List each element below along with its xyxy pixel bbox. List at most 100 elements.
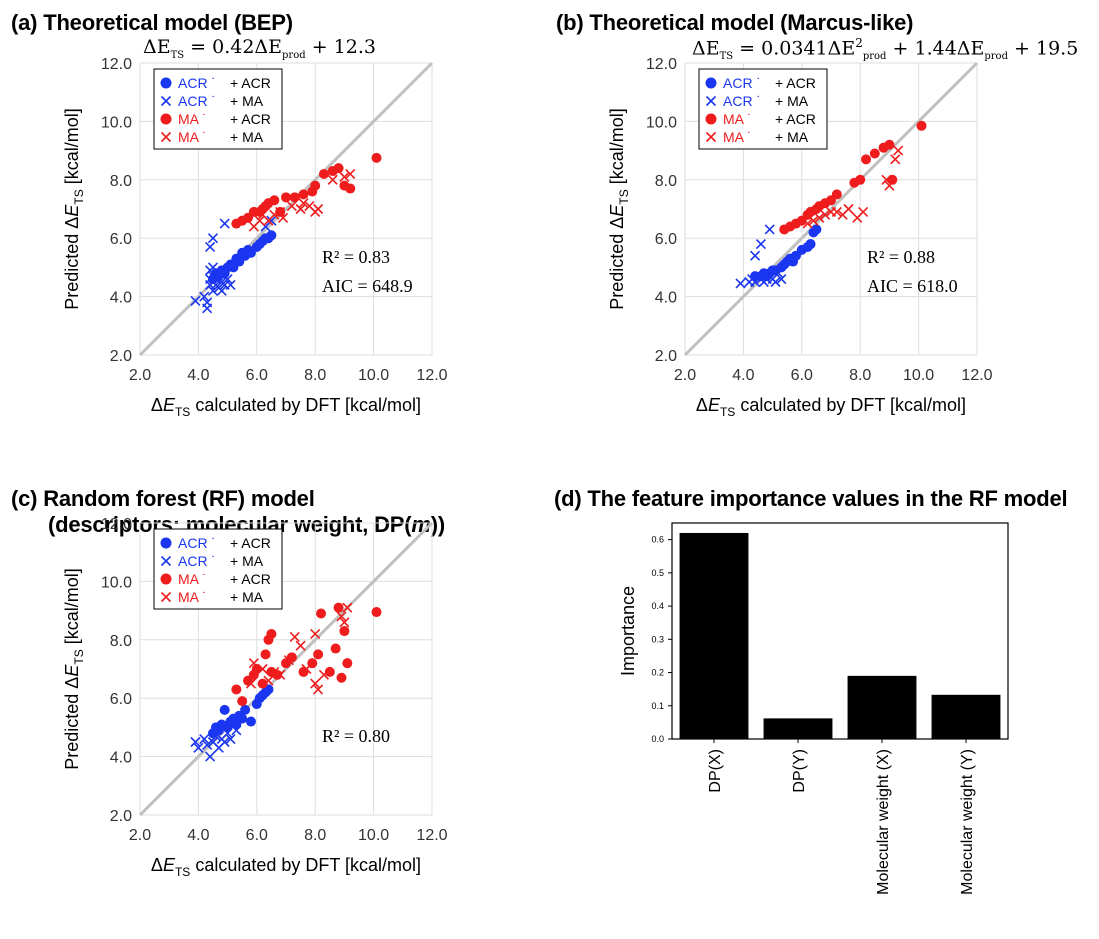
x-category-label: Molecular weight (Y) [959, 749, 976, 895]
x-tick-label: 10.0 [903, 367, 934, 384]
data-point-cross [750, 250, 761, 261]
data-point-circle [219, 704, 230, 715]
y-tick-label: 4.0 [655, 290, 677, 307]
data-point-circle [333, 602, 344, 613]
data-point-circle [869, 148, 880, 159]
data-point-cross [222, 274, 233, 285]
x-category-label: DP(Y) [791, 749, 808, 793]
data-point-cross [814, 212, 825, 223]
data-point-cross [327, 174, 338, 185]
data-point-circle [811, 224, 822, 235]
data-point-cross [295, 640, 306, 651]
data-point-cross [257, 663, 268, 675]
legend-circle-marker [160, 573, 172, 585]
x-tick-label: 6.0 [246, 367, 268, 384]
data-point-cross [339, 171, 350, 182]
data-point-circle [289, 192, 300, 203]
data-point-circle [260, 649, 271, 660]
data-point-cross [301, 663, 312, 675]
legend-cross-marker [705, 131, 717, 143]
legend-monomer-label: + ACR [230, 111, 271, 127]
legend-monomer-label: + MA [775, 129, 809, 145]
y-tick-label: 10.0 [646, 114, 677, 131]
data-point-cross [808, 215, 819, 226]
data-point-cross [216, 285, 227, 296]
data-point-cross [210, 731, 221, 742]
data-point-cross [318, 669, 330, 680]
data-point-circle [231, 684, 242, 695]
y-tick-label: 6.0 [110, 691, 132, 708]
legend-cross-marker [160, 555, 172, 567]
parity-line [683, 61, 979, 357]
legend-radical-label: ACR ˙ [178, 553, 216, 569]
y-tick-label: 2.0 [110, 808, 132, 825]
r-squared-label: R² = 0.80 [322, 726, 390, 746]
data-point-cross [202, 739, 213, 750]
data-point-cross [884, 180, 895, 191]
data-point-circle [831, 189, 842, 200]
data-point-circle [266, 628, 277, 639]
legend-monomer-label: + MA [775, 93, 809, 109]
scatter-chart-c: 2.0 4.0 6.0 8.0 10.0 12.0 2.0 4.0 6.0 8.0 10.0 12.0… [62, 516, 448, 879]
data-point-cross [202, 297, 213, 308]
data-point-cross [770, 276, 781, 288]
data-point-cross [222, 728, 233, 739]
eq-a-rhs: = 0.42ΔE [190, 36, 283, 58]
panel-b-title: (b) Theoretical model (Marcus-like) [556, 10, 914, 35]
eq-b-tail: + 19.5 [1014, 37, 1079, 60]
data-point-cross [310, 678, 321, 689]
legend-cross-marker [705, 95, 717, 107]
equation-a: ΔETS = 0.42ΔEprod + 12.3 [143, 36, 376, 61]
legend-radical-label: ACR ˙ [178, 75, 216, 91]
data-point-circle [237, 713, 248, 724]
data-point-cross [289, 631, 300, 642]
x-category-label: Molecular weight (X) [875, 749, 892, 895]
data-point-cross [199, 734, 210, 745]
data-point-cross [266, 215, 277, 226]
y-tick-label: 4.0 [110, 750, 132, 767]
legend-monomer-label: + MA [230, 589, 264, 605]
data-point-cross [336, 611, 347, 622]
data-point-circle [861, 154, 872, 165]
y-tick-label: 0.6 [651, 535, 664, 545]
data-point-cross [843, 203, 854, 215]
aic-label: AIC = 618.0 [867, 276, 958, 296]
data-point-cross [205, 241, 216, 253]
panel-d-title: (d) The feature importance values in the… [554, 486, 1068, 511]
legend-box [698, 68, 828, 150]
data-point-cross [283, 655, 294, 666]
data-point-cross [190, 295, 201, 307]
data-point-cross [802, 218, 813, 229]
data-point-cross [298, 198, 309, 209]
x-tick-label: 10.0 [358, 367, 389, 384]
x-category-label: DP(X) [707, 749, 724, 793]
data-point-cross [199, 291, 210, 302]
data-point-circle [281, 192, 291, 203]
y-axis-label: Importance [618, 586, 638, 676]
panel-c-title-close: )) [430, 512, 446, 537]
eq-b-mid: + 1.44ΔE [892, 37, 985, 60]
y-tick-label: 8.0 [110, 173, 132, 190]
legend-circle-marker [160, 537, 172, 549]
y-axis-label: Predicted ΔETS [kcal/mol] [62, 568, 86, 769]
importance-bar [847, 675, 917, 739]
x-tick-label: 2.0 [129, 367, 151, 384]
data-point-cross [207, 233, 219, 244]
data-point-cross [881, 174, 892, 185]
data-point-circle [342, 658, 353, 669]
data-point-circle [245, 716, 256, 727]
aic-label: AIC = 648.9 [322, 276, 413, 296]
y-tick-label: 10.0 [101, 114, 132, 131]
legend-monomer-label: + ACR [230, 535, 271, 551]
eq-b-sub2: prod [984, 51, 1008, 63]
legend-circle-marker [705, 113, 717, 125]
scatter-chart-b: 2.0 4.0 6.0 8.0 10.0 12.0 2.0 4.0 6.0 8.0 10.0 12.0… [607, 56, 993, 419]
eq-b-sup: 2 [855, 36, 863, 50]
x-tick-label: 4.0 [187, 827, 209, 844]
data-point-circle [330, 643, 341, 654]
data-point-cross [776, 274, 787, 285]
data-point-cross [275, 669, 286, 680]
equation-b: ΔETS = 0.0341ΔE2prod + 1.44ΔEprod + 19.5 [692, 36, 1078, 62]
bar-chart-d: 0.0 0.1 0.2 0.3 0.4 0.5 0.6 DP(X) DP(Y) Molecular… [618, 522, 1009, 895]
y-tick-label: 2.0 [655, 348, 677, 365]
